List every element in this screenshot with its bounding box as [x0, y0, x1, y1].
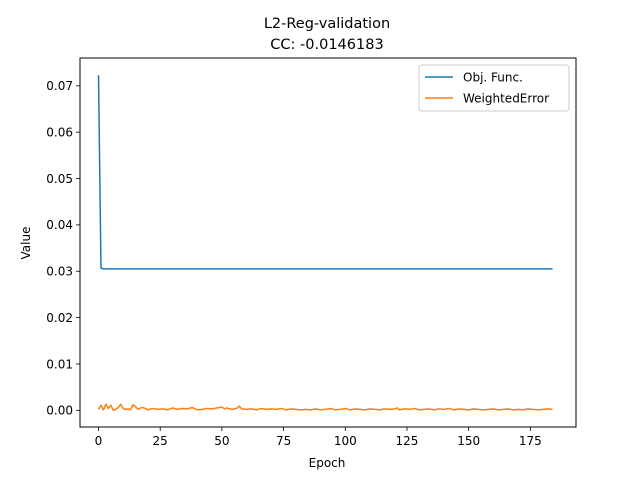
y-axis-label: Value — [19, 227, 33, 260]
x-axis-ticks: 0 25 50 75 100 125 150 175 — [95, 427, 542, 448]
y-tick-label: 0.01 — [46, 357, 73, 371]
x-tick-label: 125 — [396, 434, 419, 448]
x-tick-label: 50 — [214, 434, 229, 448]
legend-label-2: WeightedError — [463, 91, 549, 105]
legend-box — [418, 64, 570, 112]
x-tick-label: 100 — [334, 434, 357, 448]
axes-frame — [79, 57, 577, 428]
y-tick-label: 0.03 — [46, 265, 73, 279]
y-tick-label: 0.04 — [46, 218, 73, 232]
plot-area — [97, 75, 553, 412]
y-tick-label: 0.00 — [46, 404, 73, 418]
legend-label-1: Obj. Func. — [463, 70, 523, 84]
x-tick-label: 175 — [519, 434, 542, 448]
chart-subtitle: CC: -0.0146183 — [270, 37, 383, 53]
series-line-1 — [97, 75, 553, 270]
x-tick-label: 25 — [153, 434, 168, 448]
x-tick-label: 0 — [95, 434, 103, 448]
y-tick-label: 0.05 — [46, 172, 73, 186]
y-tick-label: 0.02 — [46, 311, 73, 325]
y-tick-label: 0.07 — [46, 79, 73, 93]
x-axis-label: Epoch — [309, 456, 346, 470]
series-line-2 — [97, 403, 553, 412]
y-tick-label: 0.06 — [46, 125, 73, 139]
x-tick-label: 150 — [457, 434, 480, 448]
legend: Obj. Func. WeightedError — [418, 64, 570, 112]
x-tick-label: 75 — [276, 434, 291, 448]
y-axis-ticks: 0.00 0.01 0.02 0.03 0.04 0.05 0.06 0.07 — [46, 79, 80, 418]
chart-title: L2-Reg-validation — [264, 16, 390, 32]
